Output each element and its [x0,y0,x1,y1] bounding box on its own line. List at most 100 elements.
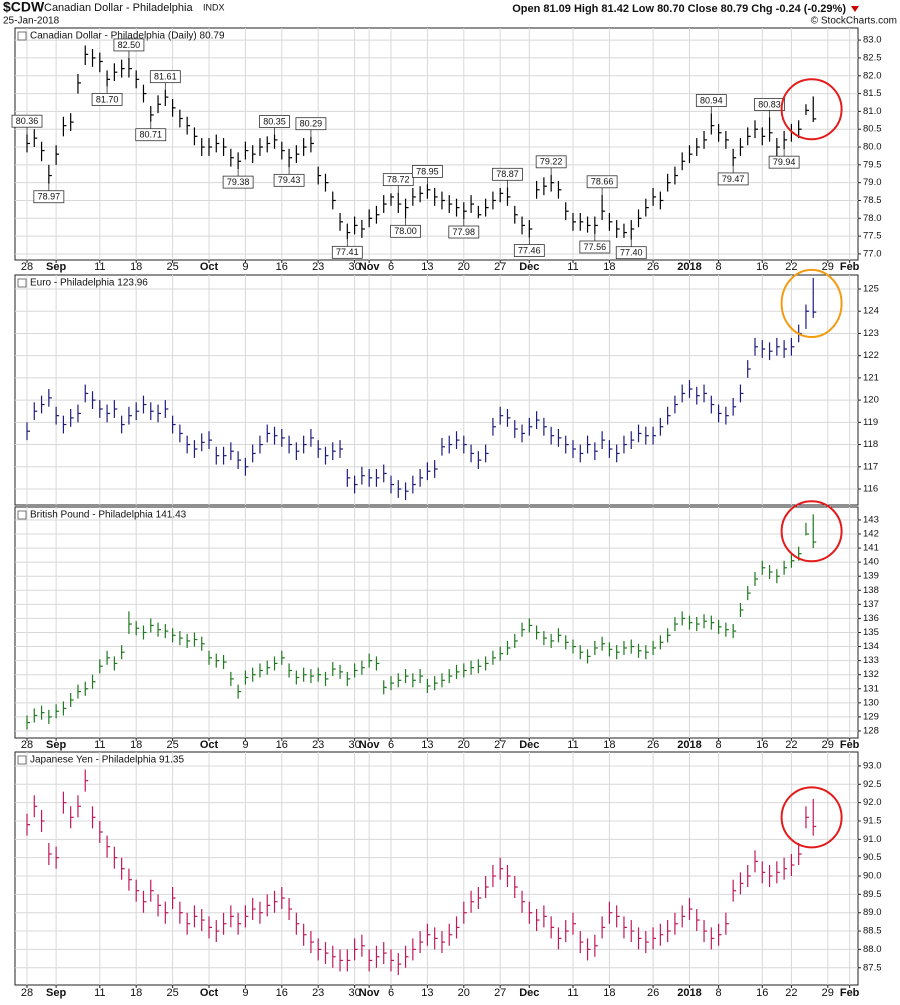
annotation-label: 78.97 [38,192,61,202]
x-tick-label: 11 [567,739,578,751]
x-tick-label: 20 [458,987,470,999]
x-tick-label: 8 [716,739,722,751]
annotation-box [754,98,785,111]
annotation-label: 81.61 [154,72,177,82]
quote: Open 81.09 High 81.42 Low 80.70 Close 80… [512,3,846,15]
x-tick-label: 13 [421,261,433,273]
x-tick-label: Dec [519,261,539,273]
x-tick-label: 30 [348,261,360,273]
annotation-box [390,224,421,238]
x-tick-label: 18 [130,739,142,751]
x-tick-label: Nov [359,987,381,999]
y-tick-label: 83.0 [863,35,882,46]
panel-title: Japanese Yen - Philadelphia 91.35 [30,755,184,766]
annotation-label: 79.38 [227,177,250,187]
x-tick-label: Dec [519,739,539,751]
y-tick-label: 89.5 [863,889,882,900]
x-tick-label: 23 [312,261,324,273]
annotation-box [382,173,414,187]
annotation-box [411,165,443,178]
annotation-label: 80.83 [758,99,781,109]
x-tick-label: 18 [130,261,142,273]
panel [14,27,859,261]
annotation-box [273,173,305,187]
annotation-label: 80.35 [263,116,286,126]
x-tick-label: Sep [46,261,66,273]
y-tick-label: 137 [863,599,879,610]
annotation-label: 79.43 [278,175,301,185]
x-tick-label: 20 [458,261,470,273]
annotation-box [717,172,749,186]
x-tick-label: 11 [94,987,105,999]
y-tick-label: 81.5 [863,88,882,99]
x-tick-label: 11 [567,987,578,999]
annotation-box [448,225,480,239]
highlight-circle [780,78,843,141]
y-tick-label: 123 [863,328,879,339]
title-icon [17,278,27,288]
x-tick-label: 28 [21,739,33,751]
y-tick-label: 91.5 [863,815,882,826]
title-icon [17,755,27,765]
annotation-box [295,117,327,131]
x-tick-label: 18 [603,739,615,751]
x-tick-label: 23 [312,739,324,751]
x-tick-label: 20 [458,739,470,751]
annotation-box [33,190,65,204]
x-tick-label: 9 [242,261,248,273]
x-tick-label: 29 [822,987,834,999]
annotation-box [768,155,800,169]
x-tick-label: Nov [359,261,381,273]
x-tick-label: 18 [130,987,142,999]
y-tick-label: 93.0 [863,760,882,771]
y-tick-label: 131 [863,683,879,694]
x-tick-label: Oct [200,739,219,751]
annotation-box [259,115,290,128]
x-tick-label: 9 [242,739,248,751]
annotation-box [535,155,567,169]
x-tick-label: 6 [388,739,394,751]
y-tick-label: 77.5 [863,231,882,242]
annotation-label: 79.47 [722,174,745,184]
panel [14,274,859,506]
y-tick-label: 88.5 [863,926,882,937]
x-tick-label: 9 [242,987,248,999]
annotation-label: 80.29 [300,119,323,129]
y-tick-label: 88.0 [863,944,882,955]
x-tick-label: 8 [716,987,722,999]
x-tick-label: 13 [421,987,433,999]
x-tick-label: Sep [46,739,66,751]
annotation-box [113,38,145,52]
y-tick-label: 118 [863,439,878,450]
y-tick-label: 134 [863,641,879,652]
panel-title: British Pound - Philadelphia 141.43 [30,510,187,521]
x-tick-label: 26 [647,987,659,999]
instrument-name: Canadian Dollar - Philadelphia [44,2,193,14]
y-tick-label: 90.5 [863,852,882,863]
annotation-box [91,93,123,106]
y-tick-label: 89.0 [863,907,882,918]
x-tick-label: 30 [348,987,360,999]
x-tick-label: 23 [312,987,324,999]
y-tick-label: 138 [863,585,879,596]
annotation-label: 80.94 [700,95,723,105]
x-tick-label: 25 [166,261,178,273]
highlight-circle [780,500,843,563]
credit: © StockCharts.com [811,16,897,27]
y-tick-label: 125 [863,284,879,295]
y-tick-label: 92.0 [863,797,882,808]
annotation-box [513,244,545,257]
annotation-label: 78.66 [591,177,614,187]
panel [14,751,859,986]
x-tick-label: 30 [348,739,360,751]
panel-title: Euro - Philadelphia 123.96 [30,278,148,289]
y-tick-label: 135 [863,627,879,638]
y-tick-label: 141 [863,543,879,554]
y-tick-label: 82.5 [863,52,882,63]
y-tick-label: 80.5 [863,124,882,135]
title-icon [17,31,27,41]
annotation-label: 79.94 [773,157,796,167]
annotation-label: 78.72 [387,175,410,185]
x-tick-label: 26 [647,261,659,273]
y-tick-label: 139 [863,571,879,582]
